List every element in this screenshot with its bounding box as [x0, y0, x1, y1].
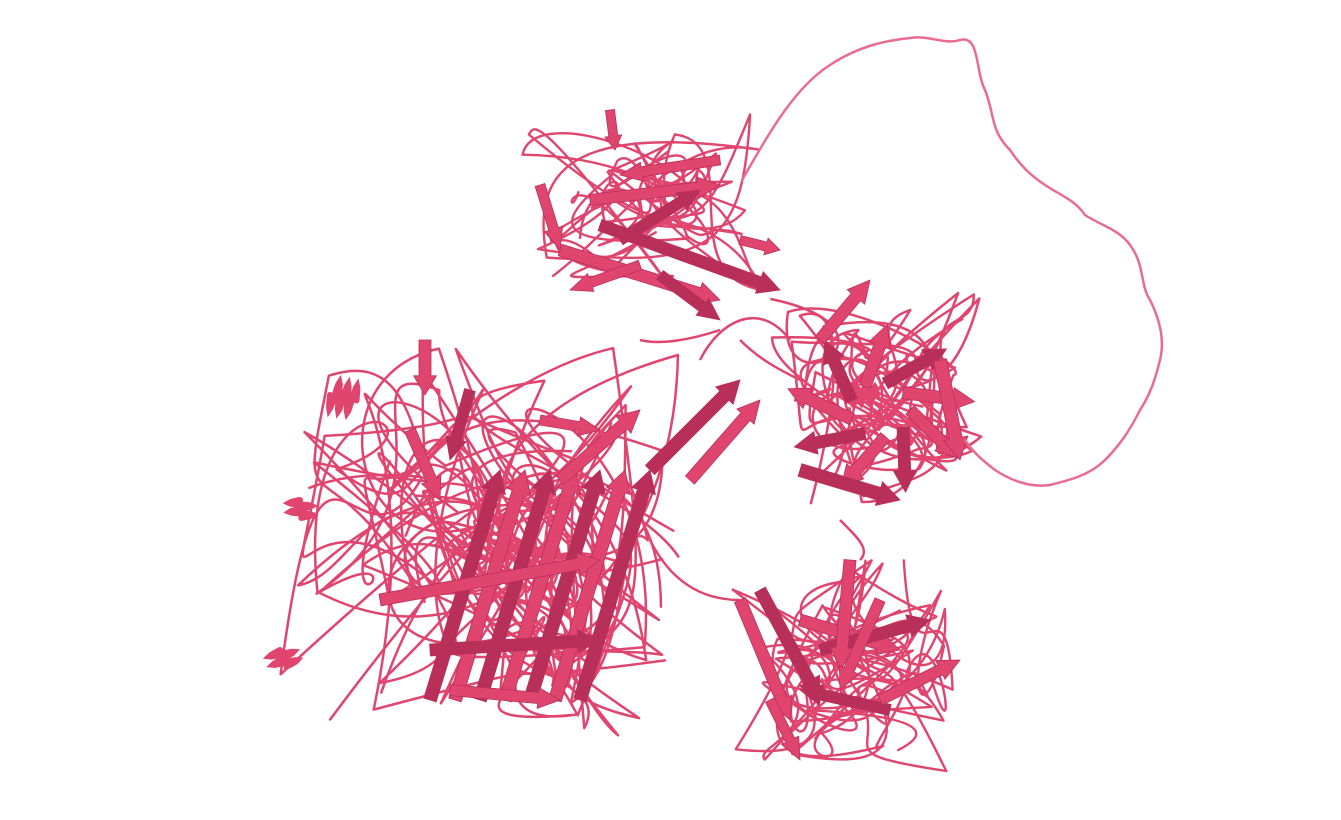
- domain-left-large-beta-barrel: [262, 317, 866, 737]
- interdomain-linker: [839, 519, 866, 561]
- beta-strand-arrow: [838, 597, 886, 691]
- beta-strand-arrow: [412, 339, 438, 396]
- beta-strand-arrow: [569, 259, 643, 292]
- beta-strand-arrow: [892, 426, 917, 494]
- beta-strand-arrow: [793, 427, 867, 455]
- domain-bottom-right-beta-sandwich: [731, 559, 961, 773]
- beta-strand-arrow: [573, 469, 656, 703]
- beta-strand-arrow: [738, 235, 781, 256]
- coil-segment: [762, 653, 945, 752]
- beta-strand-arrow: [429, 629, 601, 657]
- interdomain-linker: [639, 328, 721, 344]
- interdomain-linker: [739, 339, 801, 382]
- alpha-helix: [326, 374, 361, 421]
- beta-strand-arrow: [858, 323, 891, 390]
- beta-strand-arrow: [876, 659, 961, 706]
- beta-strand-arrow: [538, 414, 601, 437]
- beta-strand-arrow: [829, 559, 857, 671]
- beta-strand-arrow: [449, 684, 561, 709]
- beta-strand-arrow: [619, 154, 722, 182]
- flexible-linker-loop: [740, 36, 1164, 487]
- beta-strand-arrow: [764, 697, 801, 761]
- alpha-helix: [262, 647, 304, 670]
- domain-right-beta-propeller: [770, 279, 983, 507]
- beta-strand-arrow: [616, 189, 701, 246]
- beta-strand-arrow: [799, 684, 892, 716]
- beta-strand-arrow: [588, 176, 721, 206]
- beta-strand-arrow: [534, 182, 564, 251]
- beta-strand-arrow: [644, 379, 741, 476]
- beta-strand-arrow: [684, 399, 761, 485]
- beta-strand-arrow: [881, 348, 948, 390]
- beta-strand-arrow: [814, 279, 871, 345]
- coil-segment: [848, 349, 983, 471]
- coil-segment: [771, 559, 954, 732]
- beta-strand-arrow: [797, 463, 901, 507]
- beta-strand-arrow: [404, 427, 442, 501]
- coil-segment: [360, 347, 664, 622]
- beta-strand-arrow: [933, 358, 969, 461]
- interdomain-linker: [698, 317, 791, 361]
- beta-strand-arrow: [822, 339, 858, 404]
- beta-strand-arrow: [656, 270, 721, 321]
- beta-strand-arrow: [445, 388, 476, 461]
- beta-strand-arrow: [604, 108, 623, 151]
- alpha-helix: [282, 497, 319, 521]
- beta-strand-arrow: [555, 409, 641, 486]
- domain-top-beta-sandwich: [521, 108, 781, 321]
- interdomain-linker: [648, 539, 741, 602]
- beta-strand-arrow: [787, 387, 855, 426]
- beta-strand-arrow: [378, 552, 601, 607]
